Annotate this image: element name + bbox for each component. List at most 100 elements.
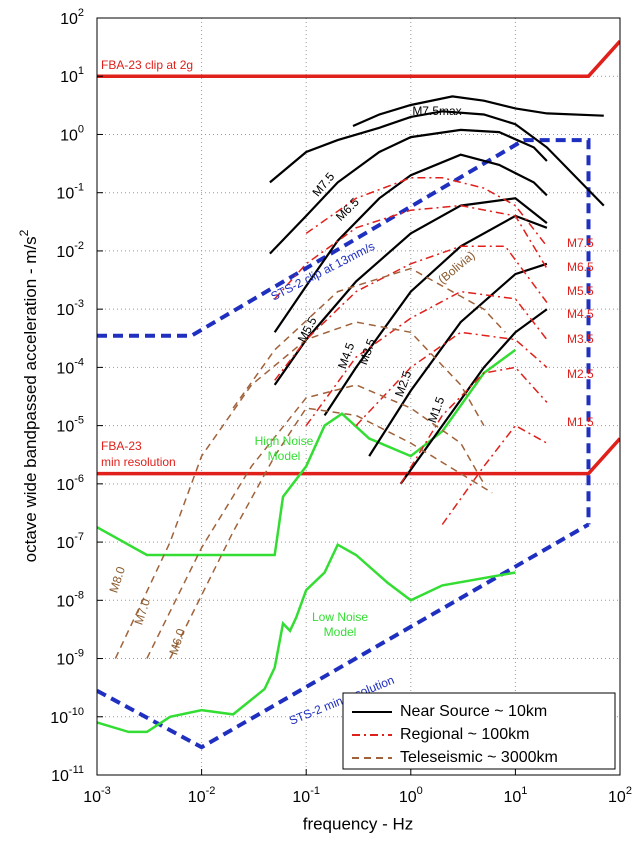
tick-base: 10 [56,302,74,319]
curves [97,40,620,750]
curve-label: M2.5 [567,367,594,381]
curve-label: M4.5 [567,307,594,321]
tick-exponent: 0 [78,123,84,135]
reference-label: FBA-23 clip at 2g [101,58,193,72]
reference-line [97,437,620,476]
tick-base: 10 [60,69,78,86]
reference-line [97,522,590,750]
legend-label: Near Source ~ 10km [400,703,547,720]
tick-base: 10 [188,789,206,806]
tick-exponent: 1 [521,785,527,797]
reference-label: Model [324,625,357,639]
x-tick-label: 10-1 [292,785,320,806]
curve [269,110,605,207]
tick-base: 10 [83,789,101,806]
curve [355,331,548,427]
curve-label: M5.5 [567,284,594,298]
reference-label: min resolution [101,455,176,469]
y-tick-label: 10-7 [56,531,84,552]
y-tick-label: 10-3 [56,298,84,319]
tick-exponent: -1 [310,785,320,797]
reference-line [97,542,516,734]
tick-base: 10 [56,361,74,378]
tick-base: 10 [56,477,74,494]
ticks: 10-3 10-2 10-1 100 101 10210-1110-1010-910-81… [50,7,632,806]
tick-exponent: -3 [101,785,111,797]
curve [400,366,548,485]
reference-label: Low Noise [312,610,368,624]
curve [368,262,548,457]
curve [114,321,485,659]
x-axis-label: frequency - Hz [303,814,414,833]
y-tick-label: 101 [60,65,84,86]
legend: Near Source ~ 10km Regional ~ 100km Telese… [342,692,616,770]
y-tick-label: 100 [60,123,84,144]
curve-label: M1.5 [567,415,594,429]
tick-base: 10 [56,244,74,261]
tick-exponent: -4 [74,356,84,368]
curve [274,204,548,300]
reference-line [97,348,517,557]
curve [352,95,604,128]
curve-label: M6.5 [567,260,594,274]
plot-frame [96,17,621,776]
tick-exponent: -5 [74,415,84,427]
curve [169,407,493,659]
y-tick-label: 10-9 [56,647,84,668]
plot-area [97,18,620,775]
tick-exponent: -2 [206,785,216,797]
curve [269,128,548,255]
y-tick-label: 10-10 [50,706,84,727]
reference-label: High Noise [255,434,314,448]
tick-base: 10 [399,789,417,806]
x-tick-label: 100 [399,785,423,806]
tick-base: 10 [56,594,74,611]
y-tick-label: 10-1 [56,182,84,203]
y-axis-label-text: octave wide bandpassed acceleration - m/… [21,236,40,562]
tick-base: 10 [60,11,78,28]
tick-exponent: 1 [78,65,84,77]
reference-label: Model [268,449,301,463]
curve [441,424,548,525]
tick-exponent: -6 [74,473,84,485]
tick-base: 10 [292,789,310,806]
curve [232,267,506,409]
reference-line [97,138,591,525]
curve-label: M7.5max [412,104,461,118]
reference-line [97,40,620,78]
tick-exponent: -8 [74,589,84,601]
tick-base: 10 [608,789,626,806]
y-tick-label: 10-4 [56,356,84,377]
x-tick-label: 10-3 [83,785,111,806]
y-axis-label-sup: 2 [17,229,31,236]
curve [305,290,548,427]
x-tick-label: 102 [608,785,632,806]
tick-exponent: -7 [74,531,84,543]
y-tick-label: 10-5 [56,415,84,436]
tick-exponent: -1 [74,182,84,194]
tick-base: 10 [56,535,74,552]
legend-label: Regional ~ 100km [400,726,529,743]
y-tick-label: 102 [60,7,84,28]
x-tick-label: 10-2 [188,785,216,806]
y-axis-label: octave wide bandpassed acceleration - m/… [17,229,40,562]
curve-label: M3.5 [567,332,594,346]
legend-label: Teleseismic ~ 3000km [400,749,558,766]
curve-label: M7.5 [567,236,594,250]
legend-box [342,692,616,770]
tick-exponent: -9 [74,647,84,659]
x-tick-label: 101 [503,785,527,806]
y-tick-label: 10-2 [56,240,84,261]
curve [399,308,548,485]
tick-base: 10 [56,419,74,436]
tick-exponent: 2 [626,785,632,797]
y-tick-label: 10-6 [56,473,84,494]
tick-base: 10 [50,710,68,727]
tick-exponent: 2 [78,7,84,19]
tick-base: 10 [56,186,74,203]
tick-exponent: -2 [74,240,84,252]
tick-base: 10 [56,652,74,669]
curve [146,384,485,659]
tick-exponent: 0 [417,785,423,797]
